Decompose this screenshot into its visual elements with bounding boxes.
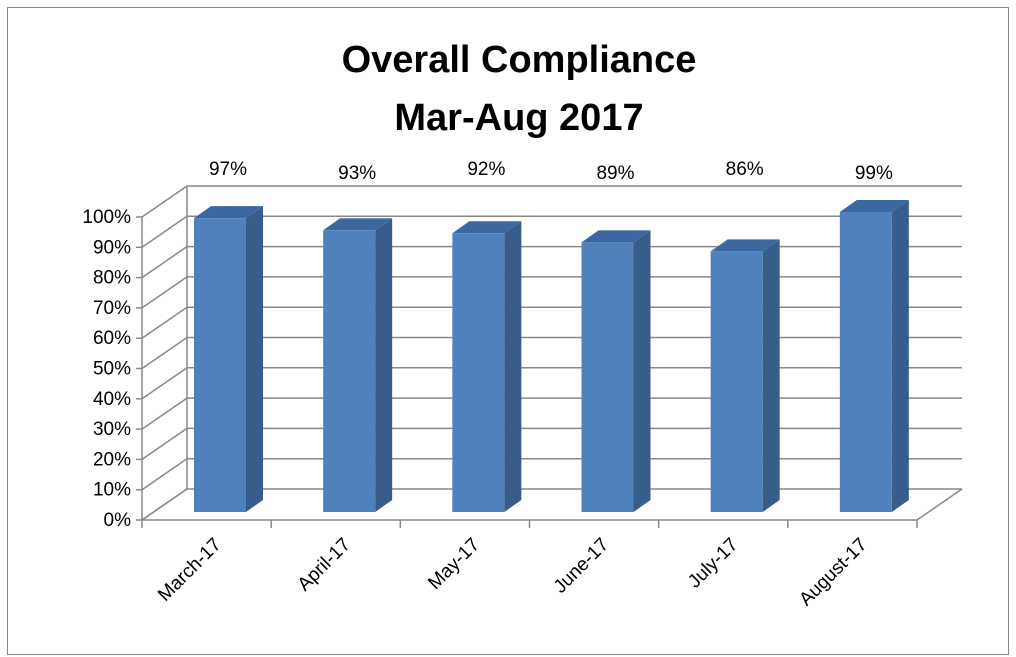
y-tick-label: 10% xyxy=(93,480,131,501)
bar-front xyxy=(581,242,634,512)
grid-line xyxy=(141,185,962,218)
value-label: 93% xyxy=(338,163,376,184)
bar xyxy=(323,218,393,512)
bar-side xyxy=(246,206,263,512)
y-tick-label: 70% xyxy=(93,298,131,319)
bar-front xyxy=(839,212,892,512)
value-label: 97% xyxy=(209,159,247,180)
bar-side xyxy=(762,239,780,513)
bar-top xyxy=(194,206,263,219)
bar-front xyxy=(710,251,763,513)
chart-title: Overall Compliance xyxy=(342,39,697,81)
bar-front xyxy=(194,218,246,512)
grid-line xyxy=(141,488,962,521)
bar-top xyxy=(581,230,651,243)
bar-side xyxy=(504,221,522,513)
y-tick-label: 80% xyxy=(93,268,131,289)
y-tick-label: 60% xyxy=(93,328,131,349)
bar-top xyxy=(710,239,780,252)
bar xyxy=(581,230,651,512)
y-tick-label: 40% xyxy=(93,389,131,410)
y-tick-label: 90% xyxy=(93,237,131,258)
bar-top xyxy=(323,218,393,231)
chart-subtitle: Mar-Aug 2017 xyxy=(394,97,643,139)
grid-line xyxy=(141,306,962,339)
value-label: 89% xyxy=(596,163,634,184)
y-tick-label: 0% xyxy=(104,510,132,531)
bar-top xyxy=(452,221,522,234)
bar-top xyxy=(839,200,909,213)
grid-line xyxy=(141,397,962,430)
y-tick-label: 20% xyxy=(93,449,131,470)
grid-line xyxy=(141,336,962,370)
bar xyxy=(194,206,263,512)
grid-line xyxy=(141,276,962,309)
bar xyxy=(839,200,909,512)
y-tick-label: 100% xyxy=(82,207,131,228)
value-label: 92% xyxy=(467,159,505,180)
grid-line xyxy=(141,367,962,400)
bar-side xyxy=(633,230,651,512)
value-label: 99% xyxy=(855,163,893,184)
grid-line xyxy=(141,457,962,491)
y-tick-label: 50% xyxy=(93,359,131,380)
grid-line xyxy=(141,215,962,248)
y-tick-label: 30% xyxy=(93,419,131,440)
bar-side xyxy=(891,200,909,512)
bar-side xyxy=(375,218,393,512)
bar-front xyxy=(323,230,376,512)
bar xyxy=(710,239,780,513)
value-label: 86% xyxy=(726,159,764,180)
grid-line xyxy=(141,427,962,461)
bar-front xyxy=(452,233,505,513)
bar xyxy=(452,221,522,513)
grid-line xyxy=(141,245,962,279)
